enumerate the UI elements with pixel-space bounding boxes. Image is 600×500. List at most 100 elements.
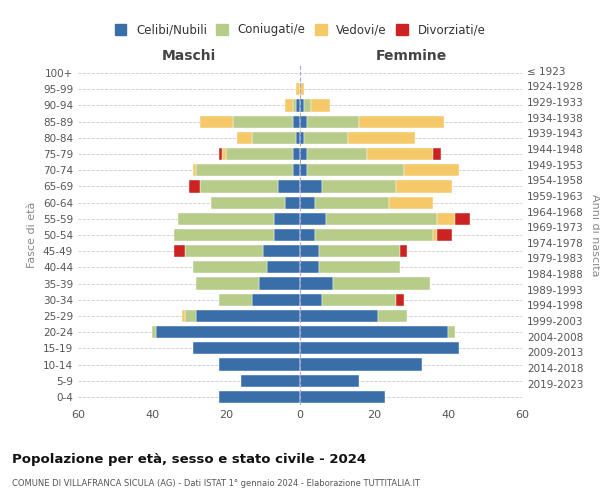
Bar [307, 164, 404, 176]
Bar [300, 310, 378, 322]
Bar [311, 100, 329, 112]
Bar [300, 212, 326, 225]
Bar [455, 212, 470, 225]
Bar [396, 180, 452, 192]
Text: Femmine: Femmine [376, 50, 446, 64]
Bar [300, 342, 459, 354]
Bar [300, 391, 385, 403]
Bar [326, 212, 437, 225]
Bar [189, 180, 200, 192]
Bar [252, 294, 300, 306]
Bar [304, 100, 311, 112]
Bar [389, 196, 433, 208]
Bar [378, 310, 407, 322]
Text: COMUNE DI VILLAFRANCA SICULA (AG) - Dati ISTAT 1° gennaio 2024 - Elaborazione TU: COMUNE DI VILLAFRANCA SICULA (AG) - Dati… [12, 479, 420, 488]
Bar [307, 116, 359, 128]
Bar [193, 342, 300, 354]
Bar [448, 326, 455, 338]
Bar [218, 391, 300, 403]
Bar [367, 148, 433, 160]
Bar [437, 212, 455, 225]
Bar [348, 132, 415, 144]
Bar [300, 229, 315, 241]
Bar [263, 245, 300, 258]
Bar [296, 83, 300, 96]
Bar [218, 358, 300, 370]
Bar [218, 148, 223, 160]
Bar [300, 278, 334, 289]
Bar [433, 229, 437, 241]
Bar [300, 116, 307, 128]
Bar [304, 132, 348, 144]
Bar [285, 100, 293, 112]
Bar [300, 148, 307, 160]
Bar [226, 148, 293, 160]
Bar [300, 374, 359, 387]
Bar [300, 100, 304, 112]
Bar [293, 100, 296, 112]
Bar [200, 116, 233, 128]
Bar [334, 278, 430, 289]
Bar [300, 180, 322, 192]
Bar [300, 326, 448, 338]
Bar [319, 245, 400, 258]
Bar [300, 83, 304, 96]
Bar [241, 374, 300, 387]
Bar [396, 294, 404, 306]
Bar [174, 229, 274, 241]
Bar [300, 132, 304, 144]
Bar [433, 148, 440, 160]
Bar [293, 148, 300, 160]
Bar [300, 262, 319, 274]
Bar [178, 212, 274, 225]
Bar [223, 148, 226, 160]
Bar [296, 132, 300, 144]
Bar [152, 326, 156, 338]
Bar [211, 196, 285, 208]
Bar [293, 164, 300, 176]
Bar [400, 245, 407, 258]
Bar [300, 294, 322, 306]
Bar [300, 196, 315, 208]
Text: Popolazione per età, sesso e stato civile - 2024: Popolazione per età, sesso e stato civil… [12, 452, 366, 466]
Bar [193, 164, 196, 176]
Text: Maschi: Maschi [162, 50, 216, 64]
Bar [300, 245, 319, 258]
Bar [193, 262, 266, 274]
Bar [300, 358, 422, 370]
Y-axis label: Anni di nascita: Anni di nascita [590, 194, 600, 276]
Bar [307, 148, 367, 160]
Bar [315, 196, 389, 208]
Legend: Celibi/Nubili, Coniugati/e, Vedovi/e, Divorziati/e: Celibi/Nubili, Coniugati/e, Vedovi/e, Di… [111, 20, 489, 40]
Bar [404, 164, 459, 176]
Bar [237, 132, 252, 144]
Bar [274, 229, 300, 241]
Bar [315, 229, 433, 241]
Bar [196, 164, 293, 176]
Bar [182, 310, 185, 322]
Bar [300, 164, 307, 176]
Bar [185, 245, 263, 258]
Bar [285, 196, 300, 208]
Bar [218, 294, 252, 306]
Bar [259, 278, 300, 289]
Bar [437, 229, 452, 241]
Bar [233, 116, 293, 128]
Bar [296, 100, 300, 112]
Bar [322, 294, 396, 306]
Bar [278, 180, 300, 192]
Bar [274, 212, 300, 225]
Bar [293, 116, 300, 128]
Bar [322, 180, 396, 192]
Bar [359, 116, 444, 128]
Bar [252, 132, 296, 144]
Bar [156, 326, 300, 338]
Bar [266, 262, 300, 274]
Bar [174, 245, 185, 258]
Bar [196, 278, 259, 289]
Bar [196, 310, 300, 322]
Bar [319, 262, 400, 274]
Bar [200, 180, 278, 192]
Bar [185, 310, 196, 322]
Y-axis label: Fasce di età: Fasce di età [28, 202, 37, 268]
